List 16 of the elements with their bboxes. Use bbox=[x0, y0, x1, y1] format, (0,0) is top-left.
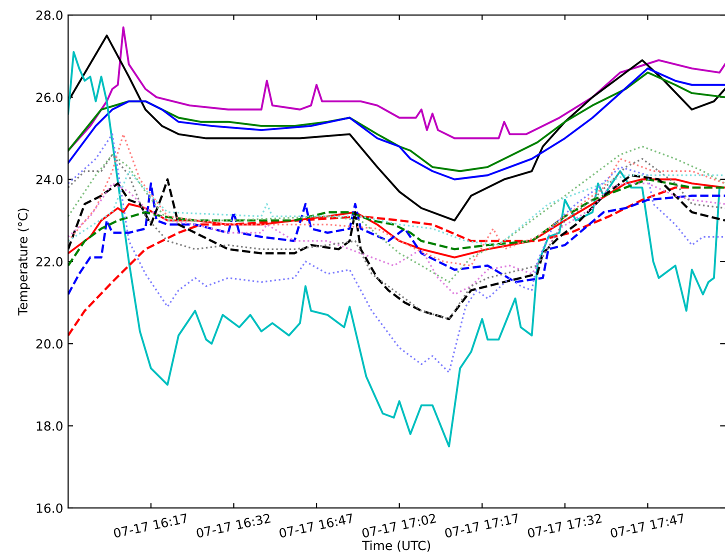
x-tick-label: 07-17 16:32 bbox=[196, 513, 271, 538]
y-tick-label: 22.0 bbox=[36, 256, 62, 266]
y-tick-label: 24.0 bbox=[36, 174, 62, 184]
y-tick-label: 26.0 bbox=[36, 92, 62, 102]
y-axis-title: Temperature (°C) bbox=[18, 208, 30, 316]
x-tick-label: 07-17 17:32 bbox=[527, 513, 602, 538]
x-tick-label: 07-17 17:02 bbox=[362, 513, 436, 538]
x-tick-label: 07-17 16:17 bbox=[113, 513, 188, 538]
x-tick-label: 07-17 17:17 bbox=[444, 513, 520, 538]
x-tick-label: 07-17 17:47 bbox=[610, 513, 685, 538]
x-axis-title: Time (UTC) bbox=[362, 540, 430, 552]
y-tick-label: 20.0 bbox=[36, 339, 62, 349]
y-tick-label: 28.0 bbox=[36, 10, 62, 20]
x-tick-label: 07-17 16:47 bbox=[278, 513, 354, 538]
y-tick-label: 16.0 bbox=[36, 503, 62, 513]
y-tick-label: 18.0 bbox=[36, 421, 62, 431]
